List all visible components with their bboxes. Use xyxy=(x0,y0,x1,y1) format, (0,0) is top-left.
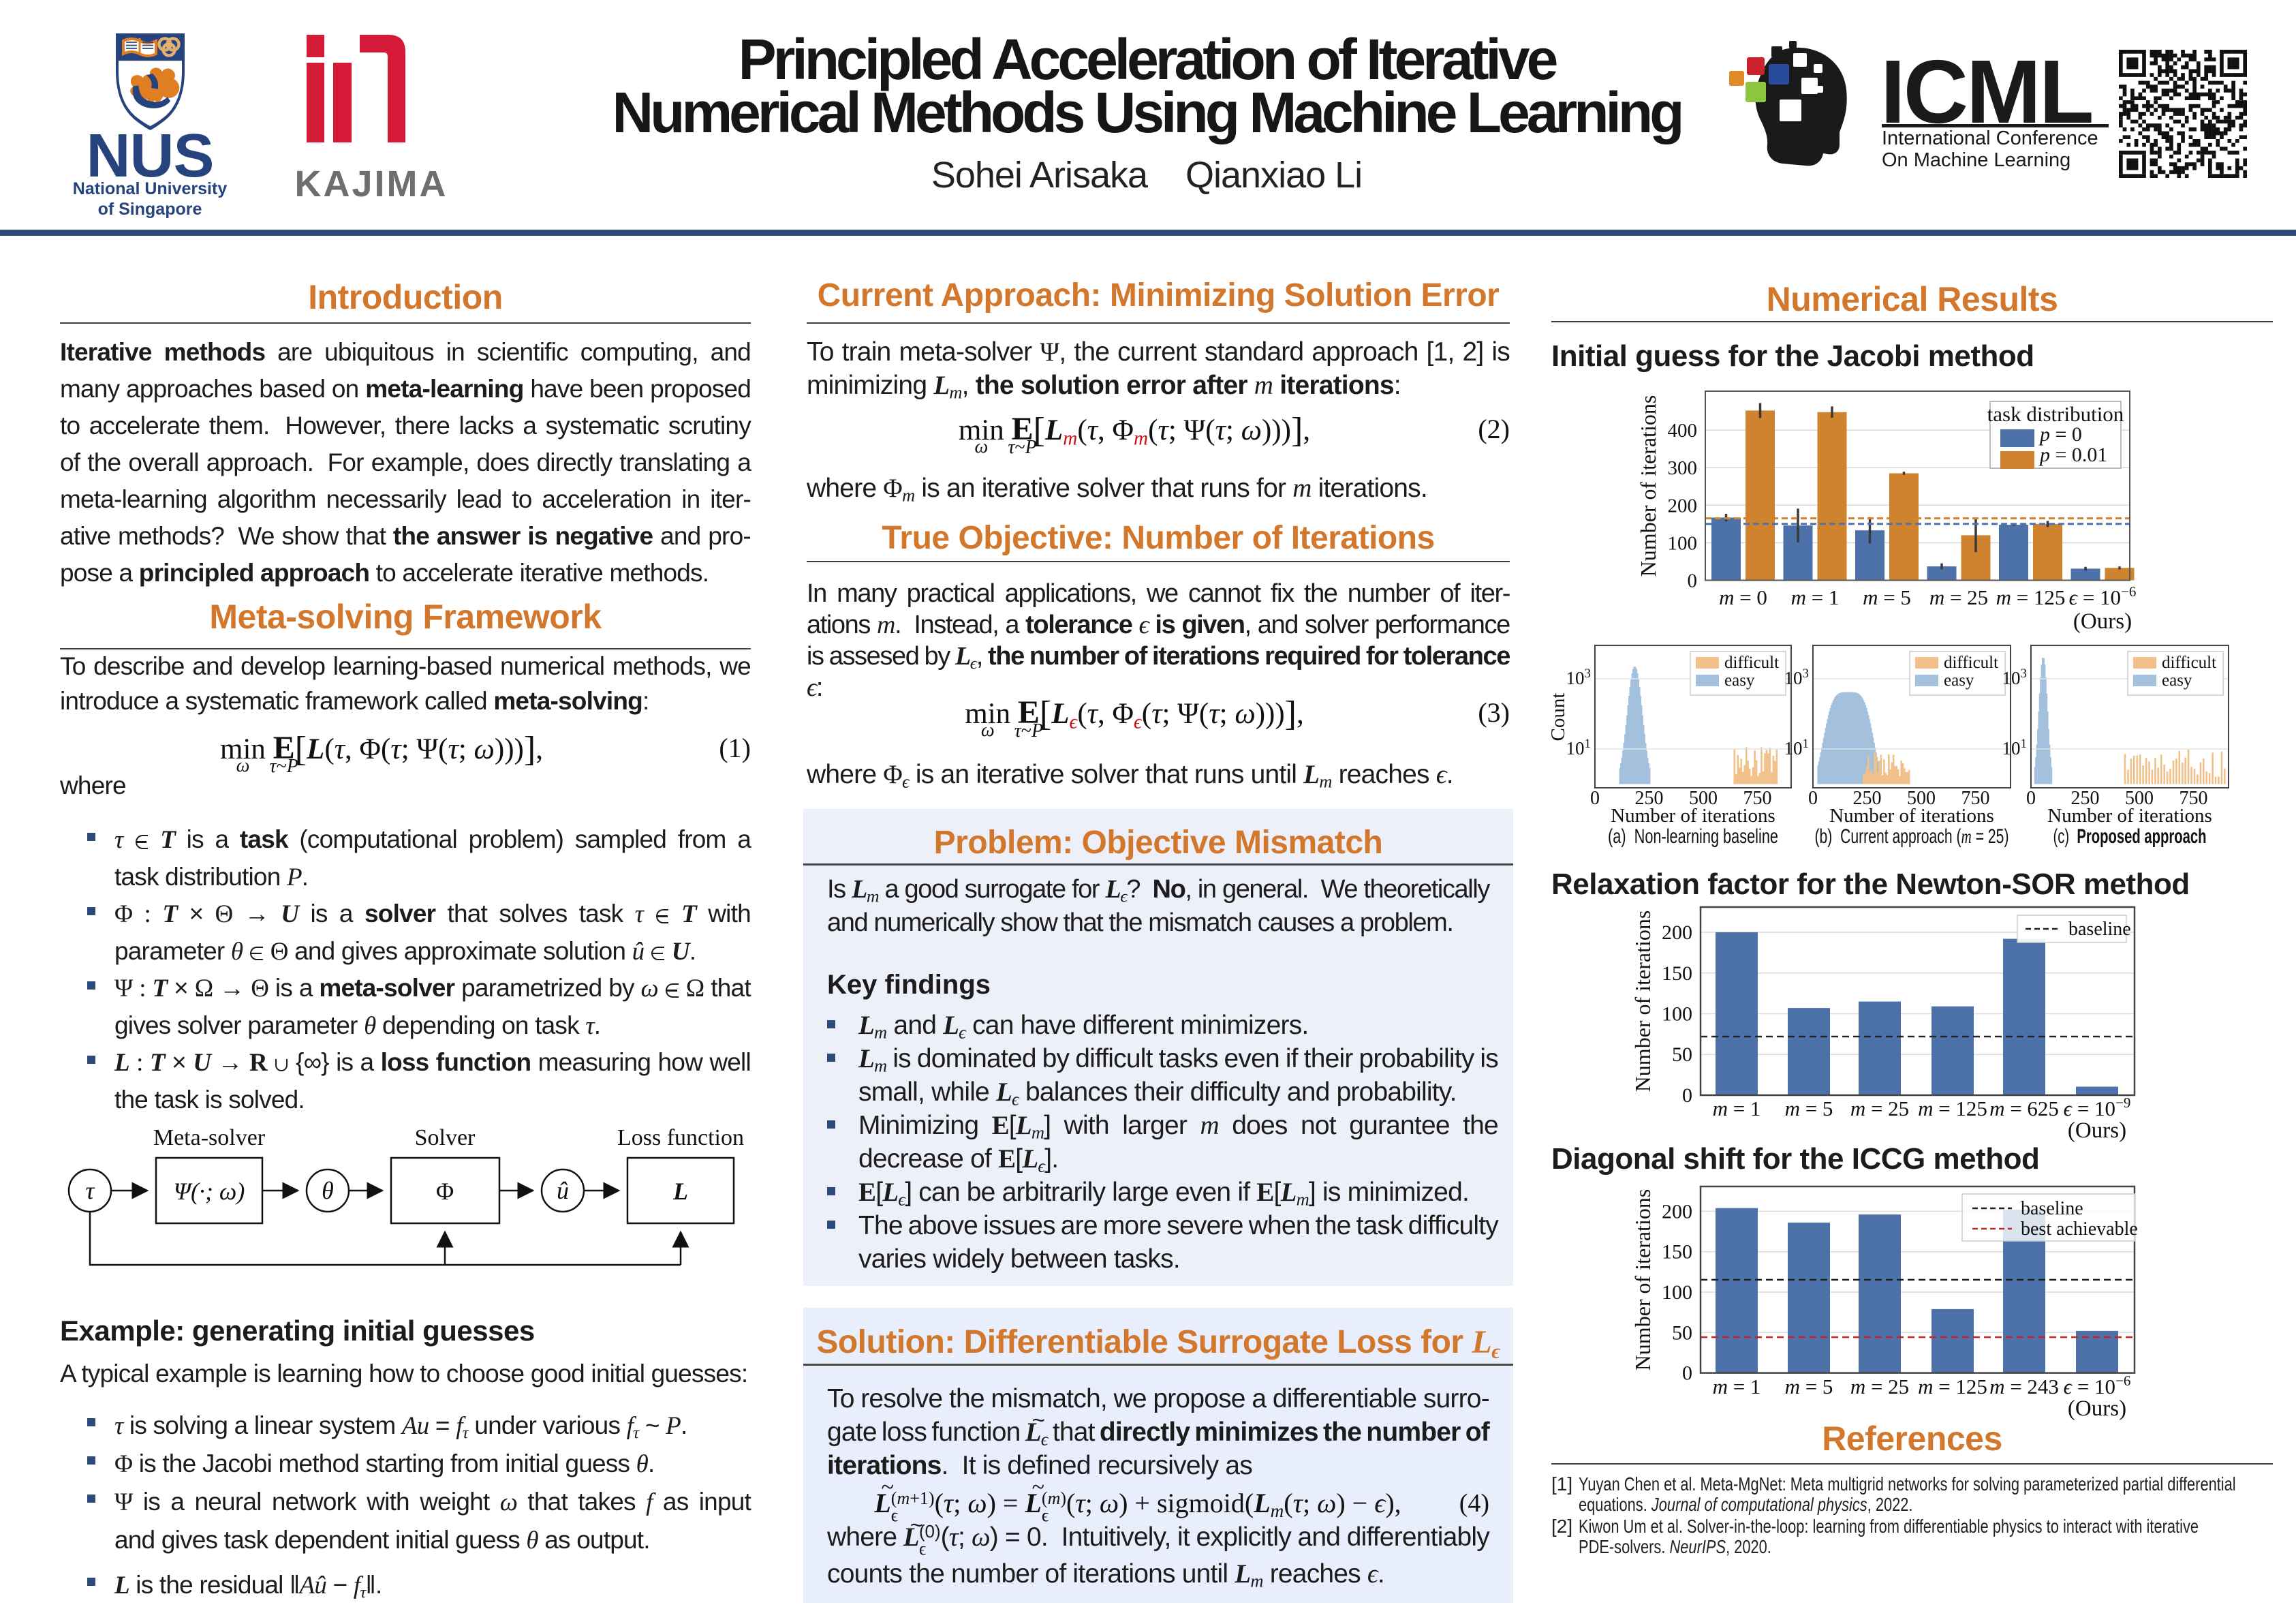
svg-text:of Singapore: of Singapore xyxy=(98,200,202,219)
svg-text:Ψ(·; ω): Ψ(·; ω) xyxy=(174,1178,245,1205)
svg-text:250: 250 xyxy=(2071,788,2100,809)
svg-text:Meta-solver: Meta-solver xyxy=(153,1125,266,1150)
svg-text:Count: Count xyxy=(1547,693,1569,741)
svg-text:150: 150 xyxy=(1662,962,1692,985)
svg-text:best achievable: best achievable xyxy=(2021,1219,2138,1240)
svg-text:ϵ = 10−9: ϵ = 10−9 xyxy=(2064,1094,2131,1120)
svg-text:m = 1: m = 1 xyxy=(1713,1097,1761,1120)
svg-text:τ: τ xyxy=(86,1177,95,1204)
svg-text:m = 125: m = 125 xyxy=(1996,585,2066,609)
svg-text:m = 5: m = 5 xyxy=(1863,585,1911,609)
svg-text:NUS: NUS xyxy=(86,122,213,190)
svg-text:m = 25: m = 25 xyxy=(1850,1375,1909,1398)
svg-text:200: 200 xyxy=(1668,495,1698,517)
svg-text:Number of iterations: Number of iterations xyxy=(2047,805,2212,827)
svg-text:difficult: difficult xyxy=(1724,654,1779,672)
svg-text:200: 200 xyxy=(1662,1200,1692,1223)
svg-text:Number of iterations: Number of iterations xyxy=(1630,910,1655,1092)
svg-text:L: L xyxy=(672,1178,688,1205)
svg-text:150: 150 xyxy=(1662,1241,1692,1263)
svg-text:0: 0 xyxy=(2026,788,2036,809)
svg-text:250: 250 xyxy=(1635,788,1664,809)
svg-text:101: 101 xyxy=(1784,737,1810,759)
svg-text:Solver: Solver xyxy=(415,1125,476,1150)
svg-text:National University: National University xyxy=(73,179,228,198)
svg-text:m = 0: m = 0 xyxy=(1719,585,1767,609)
svg-text:(Ours): (Ours) xyxy=(2073,609,2132,634)
svg-text:0: 0 xyxy=(1682,1362,1692,1385)
svg-text:750: 750 xyxy=(1743,788,1772,809)
svg-text:easy: easy xyxy=(1944,671,1974,690)
svg-text:(a) Non-learning baseline: (a) Non-learning baseline xyxy=(1608,825,1778,848)
svg-text:750: 750 xyxy=(1961,788,1990,809)
svg-text:û: û xyxy=(557,1177,569,1204)
svg-text:103: 103 xyxy=(1784,667,1810,689)
svg-text:500: 500 xyxy=(1907,788,1936,809)
svg-text:(b) Current approach (m = 25): (b) Current approach (m = 25) xyxy=(1815,825,2009,848)
svg-text:p = 0.01: p = 0.01 xyxy=(2038,444,2107,466)
svg-text:Number of iterations: Number of iterations xyxy=(1611,805,1775,827)
svg-text:Number of iterations: Number of iterations xyxy=(1630,1189,1655,1371)
svg-text:p = 0: p = 0 xyxy=(2038,423,2082,446)
svg-text:easy: easy xyxy=(2162,671,2192,690)
svg-text:m = 243: m = 243 xyxy=(1989,1375,2059,1398)
svg-text:ϵ = 10−6: ϵ = 10−6 xyxy=(2069,583,2137,609)
svg-text:m = 125: m = 125 xyxy=(1918,1097,1987,1120)
svg-text:100: 100 xyxy=(1662,1003,1692,1026)
svg-text:300: 300 xyxy=(1668,457,1698,479)
svg-text:100: 100 xyxy=(1668,532,1698,554)
svg-text:103: 103 xyxy=(2002,667,2028,689)
svg-text:m = 1: m = 1 xyxy=(1713,1375,1761,1398)
svg-text:m = 25: m = 25 xyxy=(1850,1097,1909,1120)
svg-text:200: 200 xyxy=(1662,921,1692,944)
svg-text:Loss function: Loss function xyxy=(617,1125,744,1150)
svg-text:m = 125: m = 125 xyxy=(1918,1375,1987,1398)
svg-text:task distribution: task distribution xyxy=(1987,402,2124,426)
svg-text:Number of iterations: Number of iterations xyxy=(1829,805,1994,827)
svg-text:ϵ = 10−6: ϵ = 10−6 xyxy=(2064,1373,2131,1398)
svg-text:103: 103 xyxy=(1566,667,1592,689)
svg-text:KAJIMA: KAJIMA xyxy=(294,164,448,204)
svg-text:m = 5: m = 5 xyxy=(1785,1375,1833,1398)
svg-text:500: 500 xyxy=(1689,788,1718,809)
svg-text:difficult: difficult xyxy=(2162,654,2216,672)
svg-text:Φ: Φ xyxy=(436,1178,454,1205)
svg-text:m = 1: m = 1 xyxy=(1791,585,1840,609)
svg-text:(c) Proposed approach: (c) Proposed approach xyxy=(2053,825,2207,848)
svg-text:(Ours): (Ours) xyxy=(2068,1396,2126,1421)
svg-text:m = 5: m = 5 xyxy=(1785,1097,1833,1120)
svg-text:101: 101 xyxy=(2002,737,2028,759)
svg-text:easy: easy xyxy=(1724,671,1755,690)
svg-text:0: 0 xyxy=(1808,788,1818,809)
svg-text:0: 0 xyxy=(1590,788,1600,809)
svg-text:m = 625: m = 625 xyxy=(1989,1097,2059,1120)
svg-text:Number of iterations: Number of iterations xyxy=(1636,395,1660,577)
svg-text:θ: θ xyxy=(322,1177,334,1204)
svg-text:50: 50 xyxy=(1672,1321,1692,1344)
svg-text:250: 250 xyxy=(1853,788,1882,809)
svg-text:(Ours): (Ours) xyxy=(2068,1118,2126,1143)
svg-text:0: 0 xyxy=(1682,1084,1692,1107)
svg-text:m = 25: m = 25 xyxy=(1929,585,1988,609)
svg-text:50: 50 xyxy=(1672,1043,1692,1066)
svg-text:baseline: baseline xyxy=(2021,1198,2083,1219)
svg-text:100: 100 xyxy=(1662,1281,1692,1304)
svg-text:baseline: baseline xyxy=(2068,919,2131,940)
svg-text:0: 0 xyxy=(1688,570,1698,592)
svg-text:International Conference: International Conference xyxy=(1882,127,2098,149)
svg-text:101: 101 xyxy=(1566,737,1592,759)
svg-text:750: 750 xyxy=(2179,788,2208,809)
svg-text:500: 500 xyxy=(2125,788,2154,809)
svg-text:400: 400 xyxy=(1668,420,1698,442)
svg-text:difficult: difficult xyxy=(1944,654,1998,672)
svg-text:On Machine Learning: On Machine Learning xyxy=(1882,149,2070,171)
